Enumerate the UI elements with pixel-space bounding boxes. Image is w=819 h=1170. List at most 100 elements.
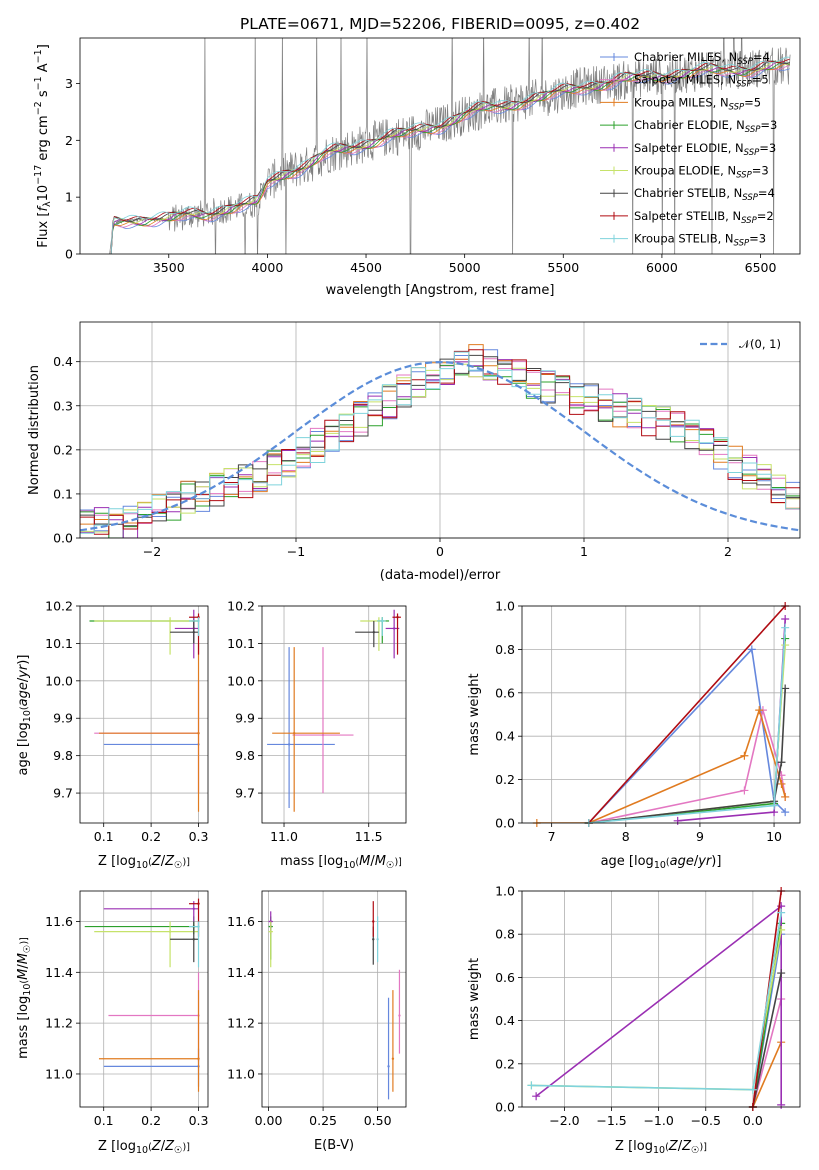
legend-val: =3 bbox=[759, 141, 776, 155]
data-point bbox=[391, 1057, 395, 1060]
label-part: / bbox=[694, 854, 699, 869]
label-part: / bbox=[161, 1139, 166, 1154]
label-part: )] bbox=[394, 857, 401, 868]
y-tick-label: 11.6 bbox=[45, 914, 73, 929]
y-tick-label: 0.2 bbox=[495, 1056, 515, 1071]
weight-line-8 bbox=[588, 627, 786, 823]
x-axis-label: (data-model)/error bbox=[380, 568, 501, 583]
label-part: A bbox=[36, 63, 51, 76]
label-part: ☉ bbox=[691, 1145, 700, 1156]
data-point bbox=[392, 627, 396, 630]
y-tick-label: 10.2 bbox=[45, 599, 73, 614]
label-part: M bbox=[16, 953, 31, 964]
label-part: / bbox=[678, 1139, 683, 1154]
legend-label: Kroupa MILES, NSSP=5 bbox=[634, 95, 761, 112]
x-tick-label: 3500 bbox=[153, 260, 185, 275]
weight-marker bbox=[777, 908, 786, 917]
data-point bbox=[197, 732, 200, 735]
label-part: erg cm bbox=[36, 115, 51, 164]
panel-EBV-mass: 0.00 0.25 0.50 11.0 11.2 11.4 11.6 E(B-V) bbox=[227, 890, 407, 1153]
label-part: ☉ bbox=[174, 1145, 183, 1156]
data-point bbox=[197, 902, 200, 905]
axes-frame bbox=[79, 605, 209, 824]
x-tick-label: −2.0 bbox=[549, 1113, 579, 1128]
data-point bbox=[398, 1014, 401, 1017]
legend-label: Kroupa ELODIE, NSSP=3 bbox=[634, 164, 769, 181]
data-point bbox=[192, 938, 195, 941]
y-tick-label: 11.2 bbox=[227, 1016, 255, 1031]
x-tick-label: 0.0 bbox=[743, 1113, 763, 1128]
y-tick-label: 9.8 bbox=[53, 748, 73, 763]
x-axis-label: Z [log10(Z/Z☉)] bbox=[98, 854, 190, 871]
y-tick-label: 11.4 bbox=[45, 965, 73, 980]
legend-label: 𝒩(0, 1) bbox=[739, 337, 781, 351]
y-tick-label: 0.8 bbox=[495, 927, 515, 942]
x-tick-label: 0.3 bbox=[189, 1113, 209, 1128]
label-part: 10 bbox=[22, 710, 33, 722]
x-axis-label: Z [log10(Z/Z☉)] bbox=[98, 1139, 190, 1156]
data-point bbox=[168, 619, 172, 623]
data-point bbox=[376, 938, 379, 941]
y-tick-label: 9.8 bbox=[235, 748, 255, 763]
legend-val: =2 bbox=[757, 209, 774, 223]
legend-sub: SSP bbox=[737, 57, 753, 67]
model-spectrum-8 bbox=[109, 56, 790, 254]
axes-frame bbox=[521, 890, 801, 1108]
x-tick-label: 10 bbox=[766, 829, 782, 844]
label-part: )] bbox=[711, 854, 721, 869]
axes-frame bbox=[261, 890, 407, 1108]
y-tick-label: 0.4 bbox=[53, 354, 73, 369]
model-spectrum-5 bbox=[109, 60, 790, 254]
model-spectrum-6 bbox=[109, 60, 790, 254]
label-part: )] bbox=[700, 1142, 707, 1153]
label-part: / bbox=[370, 854, 375, 869]
label-part: ( bbox=[666, 857, 670, 868]
label-part: Z [log bbox=[98, 854, 136, 869]
x-axis-label: mass [log10(M/M☉)] bbox=[280, 854, 402, 871]
legend-label: Kroupa STELIB, NSSP=3 bbox=[634, 232, 766, 249]
data-point bbox=[168, 930, 172, 933]
legend-sub: SSP bbox=[734, 239, 750, 249]
y-tick-label: 11.4 bbox=[227, 965, 255, 980]
y-tick-label: 10.0 bbox=[45, 673, 73, 688]
x-tick-label: −1 bbox=[287, 544, 305, 559]
x-tick-label: 0 bbox=[436, 544, 444, 559]
data-point bbox=[396, 616, 399, 619]
label-part: 10 bbox=[654, 860, 666, 871]
data-point bbox=[197, 1057, 200, 1060]
label-part: Z bbox=[151, 854, 162, 869]
weight-line-7 bbox=[588, 606, 786, 823]
x-tick-label: 0.2 bbox=[141, 829, 161, 844]
legend-label: Chabrier MILES, NSSP=4 bbox=[634, 50, 770, 67]
label-part: )] bbox=[183, 1142, 190, 1153]
x-tick-label: 4500 bbox=[350, 260, 382, 275]
label-part: yr bbox=[697, 854, 713, 869]
y-tick-label: 11.6 bbox=[227, 914, 255, 929]
axes-frame bbox=[521, 605, 801, 824]
label-part: M bbox=[375, 854, 386, 869]
label-part: ☉ bbox=[174, 860, 183, 871]
y-tick-label: 0.6 bbox=[495, 685, 515, 700]
axes-frame bbox=[79, 890, 209, 1108]
weight-line-8 bbox=[531, 912, 782, 1091]
label-part: ☉ bbox=[22, 945, 33, 954]
y-tick-label: 11.2 bbox=[45, 1016, 73, 1031]
weight-line-2 bbox=[752, 1041, 782, 1107]
label-part: M bbox=[359, 854, 370, 869]
legend-text: Kroupa STELIB, N bbox=[634, 232, 734, 246]
label-part: age bbox=[16, 682, 31, 706]
data-point bbox=[372, 938, 375, 941]
data-point bbox=[192, 907, 195, 910]
x-tick-label: 6000 bbox=[646, 260, 678, 275]
legend-val: =4 bbox=[758, 186, 775, 200]
label-part: Z [log bbox=[98, 1139, 136, 1154]
label-part: )] bbox=[183, 857, 190, 868]
legend-label: Chabrier ELODIE, NSSP=3 bbox=[634, 118, 777, 135]
label-part: −2 bbox=[33, 101, 44, 115]
data-point bbox=[381, 619, 384, 623]
panel-age-weight: 7 8 9 10 0.0 0.2 0.4 0.6 0.8 1.0 mass weight bbox=[467, 599, 801, 844]
data-point bbox=[197, 925, 200, 928]
label-part: Z bbox=[668, 1139, 679, 1154]
